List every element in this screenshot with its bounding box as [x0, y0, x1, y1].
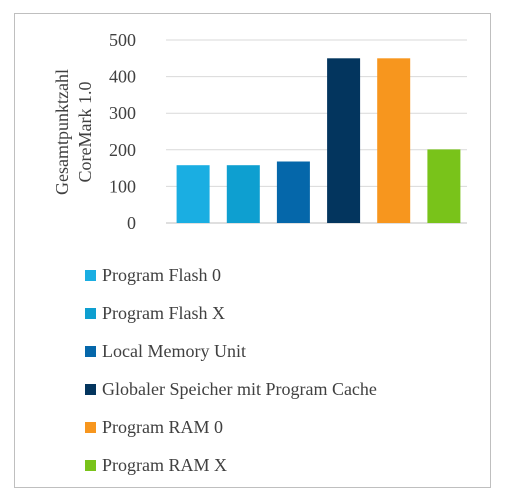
legend-label: Globaler Speicher mit Program Cache	[102, 378, 377, 399]
legend-swatch	[85, 383, 96, 395]
legend-swatch	[85, 459, 96, 471]
legend-item: Program RAM 0	[85, 408, 485, 446]
bar-3	[276, 161, 310, 223]
y-tick-label: 400	[109, 67, 136, 87]
legend-label: Local Memory Unit	[102, 340, 246, 361]
legend-item: Local Memory Unit	[85, 332, 485, 370]
legend-swatch	[85, 307, 96, 319]
y-tick-label: 300	[109, 103, 136, 123]
bar-6	[427, 149, 461, 223]
y-tick-label: 200	[109, 140, 136, 160]
y-tick-label: 500	[109, 30, 136, 50]
legend-label: Program Flash 0	[102, 264, 221, 285]
y-tick-label: 100	[109, 176, 136, 196]
bar-2	[226, 165, 260, 223]
y-axis-title-line-1: Gesamtpunktzahl	[52, 69, 72, 195]
bar-5	[377, 58, 411, 223]
legend-swatch	[85, 421, 96, 433]
legend-item: Program RAM X	[85, 446, 485, 484]
y-tick-label: 0	[127, 213, 136, 233]
legend-swatch	[85, 345, 96, 357]
bar-1	[176, 165, 210, 223]
chart-frame	[14, 13, 491, 488]
gridlines	[166, 39, 467, 224]
y-tick-labels: 0 100 200 300 400 500	[109, 30, 136, 233]
legend-item: Program Flash X	[85, 294, 485, 332]
legend-swatch	[85, 269, 96, 281]
y-axis-title-line-2: CoreMark 1.0	[75, 82, 95, 183]
legend-label: Program Flash X	[102, 302, 225, 323]
bars	[176, 58, 461, 223]
legend-item: Program Flash 0	[85, 256, 485, 294]
legend-item: Globaler Speicher mit Program Cache	[85, 370, 485, 408]
bar-4	[327, 58, 361, 223]
legend-label: Program RAM X	[102, 454, 227, 475]
legend: Program Flash 0 Program Flash X Local Me…	[85, 256, 485, 484]
legend-label: Program RAM 0	[102, 416, 223, 437]
